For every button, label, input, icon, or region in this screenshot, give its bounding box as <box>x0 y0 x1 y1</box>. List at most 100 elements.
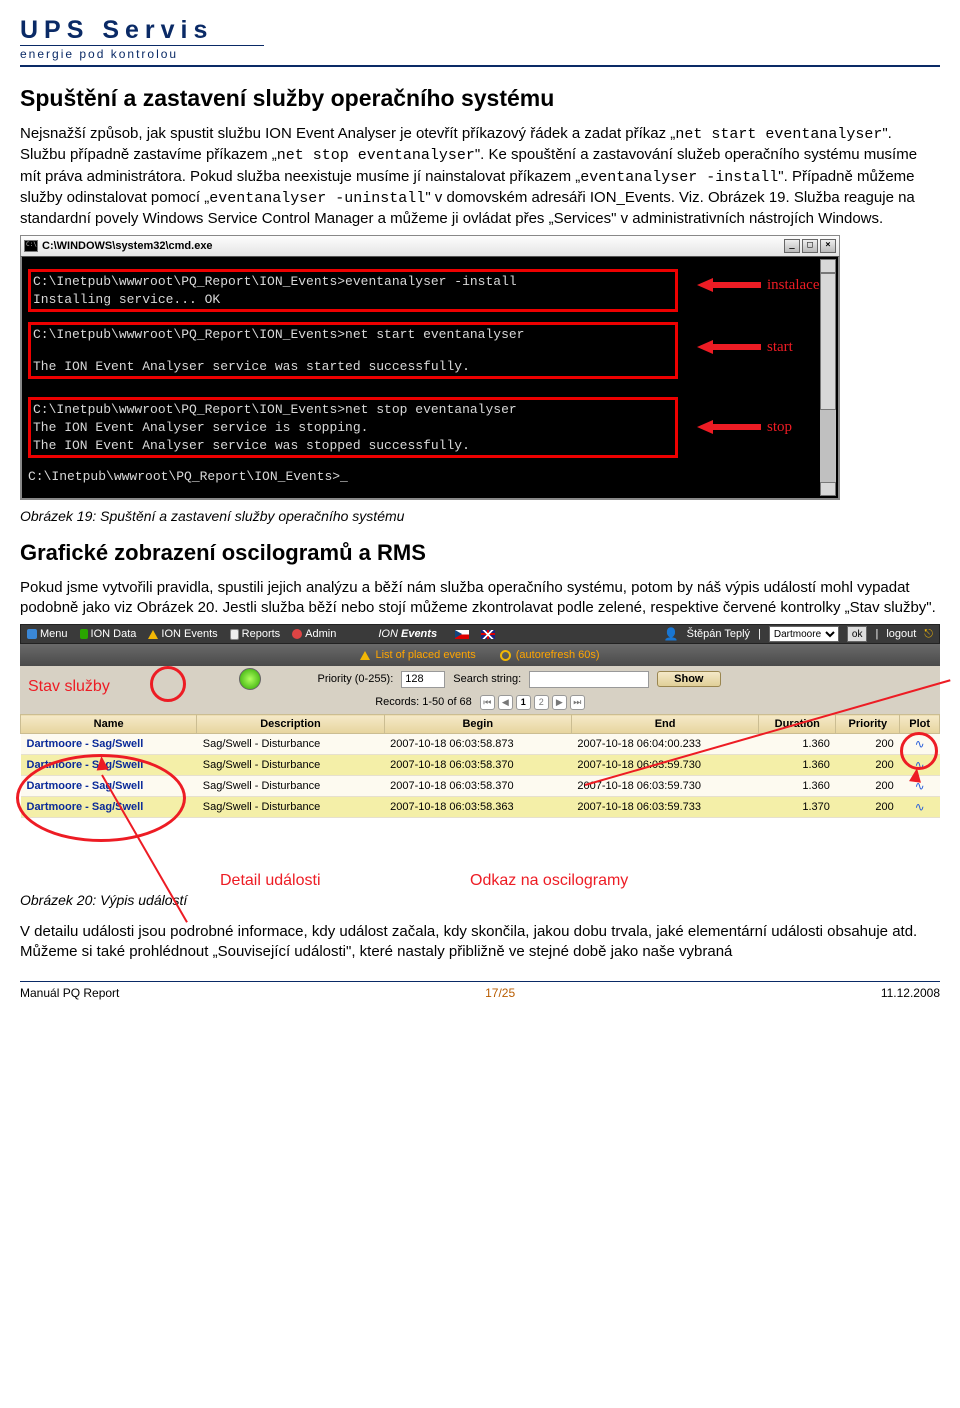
circle-status-led <box>150 666 186 702</box>
cell-end: 2007-10-18 06:03:59.733 <box>571 797 758 818</box>
service-status-led <box>239 668 261 690</box>
pager-page-2[interactable]: 2 <box>534 695 549 710</box>
table-row: Dartmoore - Sag/SwellSag/Swell - Disturb… <box>21 734 940 755</box>
minimize-button[interactable]: _ <box>784 239 800 253</box>
arrow-detail <box>95 756 108 771</box>
search-input[interactable] <box>529 671 649 688</box>
show-button[interactable]: Show <box>657 671 720 687</box>
col-plot: Plot <box>900 715 940 734</box>
annotation-stop: stop <box>697 417 792 437</box>
console-line: C:\Inetpub\wwwroot\PQ_Report\ION_Events>… <box>33 326 673 344</box>
cmd-title-text: C:\WINDOWS\system32\cmd.exe <box>42 240 213 252</box>
cell-desc: Sag/Swell - Disturbance <box>197 776 384 797</box>
pager-first[interactable]: ⏮ <box>480 695 495 710</box>
user-icon: 👤 <box>664 627 679 641</box>
priority-input[interactable] <box>401 671 445 688</box>
priority-label: Priority (0-255): <box>317 673 393 685</box>
cell-begin: 2007-10-18 06:03:58.363 <box>384 797 571 818</box>
search-label: Search string: <box>453 673 521 685</box>
scrollbar[interactable]: ▲ ▼ <box>820 259 836 495</box>
cell-begin: 2007-10-18 06:03:58.370 <box>384 776 571 797</box>
section-heading-2: Grafické zobrazení oscilogramů a RMS <box>20 540 940 566</box>
menu-item-reports[interactable]: Reports <box>230 628 281 640</box>
autorefresh-label: (autorefresh 60s) <box>500 649 600 661</box>
arrow-plot <box>909 767 923 783</box>
document-logo: UPS Servis energie pod kontrolou <box>20 16 940 61</box>
table-header-row: Name Description Begin End Duration Prio… <box>21 715 940 734</box>
col-priority: Priority <box>836 715 900 734</box>
maximize-button[interactable]: □ <box>802 239 818 253</box>
menu-item-menu[interactable]: Menu <box>27 628 68 640</box>
cmd-icon <box>24 240 38 252</box>
cell-name[interactable]: Dartmoore - Sag/Swell <box>21 734 197 755</box>
footer-center: 17/25 <box>485 986 515 1000</box>
logo-main-text: UPS Servis <box>20 16 940 45</box>
col-desc: Description <box>197 715 384 734</box>
pager-next[interactable]: ▶ <box>552 695 567 710</box>
close-button[interactable]: × <box>820 239 836 253</box>
logout-link[interactable]: logout <box>886 628 916 640</box>
paragraph-3: V detailu události jsou podrobné informa… <box>20 922 940 963</box>
scroll-down-arrow[interactable]: ▼ <box>820 482 836 496</box>
console-body: ▲ ▼ C:\Inetpub\wwwroot\PQ_Report\ION_Eve… <box>20 256 840 499</box>
cell-desc: Sag/Swell - Disturbance <box>197 734 384 755</box>
logo-sub-text: energie pod kontrolou <box>20 45 264 61</box>
plot-link-icon[interactable]: ∿ <box>915 800 925 814</box>
ion-topbar: Menu ION Data ION Events Reports Admin I… <box>20 624 940 644</box>
annotation-start: start <box>697 337 793 357</box>
footer-left: Manuál PQ Report <box>20 986 119 1000</box>
cell-dur: 1.360 <box>759 755 836 776</box>
cell-pri: 200 <box>836 797 900 818</box>
cell-pri: 200 <box>836 755 900 776</box>
pager-page-1[interactable]: 1 <box>516 695 531 710</box>
cell-begin: 2007-10-18 06:03:58.873 <box>384 734 571 755</box>
ok-button[interactable]: ok <box>847 626 868 642</box>
site-select[interactable]: Dartmoore <box>769 626 839 642</box>
scroll-thumb[interactable] <box>820 273 836 410</box>
label-plot: Odkaz na oscilogramy <box>470 872 628 890</box>
header-divider <box>20 65 940 67</box>
flag-uk-icon[interactable] <box>481 630 495 639</box>
paragraph-1: Nejsnažší způsob, jak spustit službu ION… <box>20 124 940 229</box>
cell-desc: Sag/Swell - Disturbance <box>197 755 384 776</box>
cmd-screenshot: C:\WINDOWS\system32\cmd.exe _ □ × ▲ ▼ C:… <box>20 235 940 499</box>
label-detail: Detail události <box>220 872 321 890</box>
pager-prev[interactable]: ◀ <box>498 695 513 710</box>
cell-dur: 1.360 <box>759 776 836 797</box>
console-line: Installing service... OK <box>33 291 673 309</box>
console-line: The ION Event Analyser service was stopp… <box>33 437 673 455</box>
col-end: End <box>571 715 758 734</box>
list-events-label: List of placed events <box>360 649 475 661</box>
records-count: Records: 1-50 of 68 <box>375 696 472 708</box>
highlight-start: C:\Inetpub\wwwroot\PQ_Report\ION_Events>… <box>28 322 678 379</box>
label-stav-sluzby: Stav služby <box>28 678 110 696</box>
col-begin: Begin <box>384 715 571 734</box>
ion-events-screenshot: Menu ION Data ION Events Reports Admin I… <box>20 624 940 818</box>
console-line: C:\Inetpub\wwwroot\PQ_Report\ION_Events>… <box>33 401 673 419</box>
user-name: Štěpán Teplý <box>687 628 750 640</box>
cell-end: 2007-10-18 06:03:59.730 <box>571 755 758 776</box>
logout-icon[interactable]: ⎋ <box>924 628 933 641</box>
cell-dur: 1.370 <box>759 797 836 818</box>
cell-begin: 2007-10-18 06:03:58.370 <box>384 755 571 776</box>
console-line: C:\Inetpub\wwwroot\PQ_Report\ION_Events>… <box>28 468 828 486</box>
footer-right: 11.12.2008 <box>881 986 940 1000</box>
flag-cz-icon[interactable] <box>455 630 469 639</box>
figure-caption-19: Obrázek 19: Spuštění a zastavení služby … <box>20 508 940 524</box>
pager-last[interactable]: ⏭ <box>570 695 585 710</box>
section-heading-1: Spuštění a zastavení služby operačního s… <box>20 85 940 112</box>
scroll-up-arrow[interactable]: ▲ <box>820 259 836 273</box>
console-line: C:\Inetpub\wwwroot\PQ_Report\ION_Events>… <box>33 273 673 291</box>
highlight-stop: C:\Inetpub\wwwroot\PQ_Report\ION_Events>… <box>28 397 678 458</box>
cmd-titlebar: C:\WINDOWS\system32\cmd.exe _ □ × <box>20 235 840 256</box>
highlight-install: C:\Inetpub\wwwroot\PQ_Report\ION_Events>… <box>28 269 678 312</box>
pager: ⏮ ◀ 1 2 ▶ ⏭ <box>480 695 585 710</box>
menu-item-ion-data[interactable]: ION Data <box>80 628 137 640</box>
paragraph-2: Pokud jsme vytvořili pravidla, spustili … <box>20 578 940 619</box>
figure-caption-20: Obrázek 20: Výpis událostí <box>20 892 940 908</box>
col-name: Name <box>21 715 197 734</box>
menu-item-ion-events[interactable]: ION Events <box>148 628 217 640</box>
window-buttons: _ □ × <box>784 239 836 253</box>
console-line: The ION Event Analyser service was start… <box>33 358 673 376</box>
menu-item-admin[interactable]: Admin <box>292 628 336 640</box>
